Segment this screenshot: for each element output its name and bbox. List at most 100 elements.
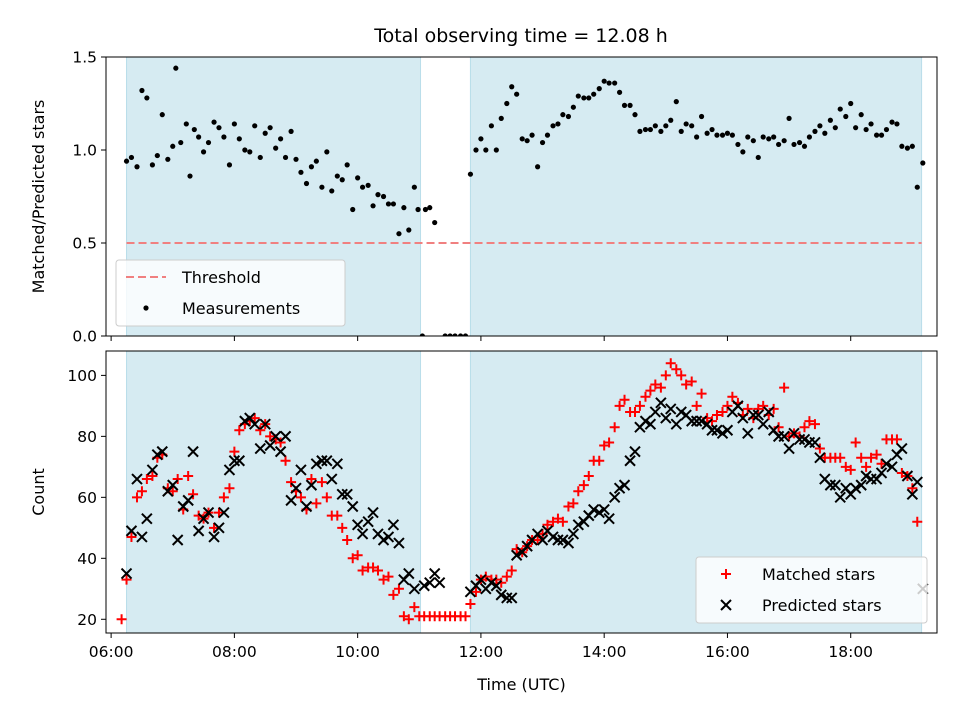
data-point xyxy=(698,113,705,120)
data-point xyxy=(557,534,569,546)
data-point xyxy=(536,534,549,546)
data-point xyxy=(779,382,790,393)
data-point xyxy=(218,506,230,519)
data-point xyxy=(267,125,273,131)
data-point xyxy=(596,86,602,92)
data-point xyxy=(858,112,864,118)
data-point xyxy=(442,333,448,336)
data-point xyxy=(745,134,751,140)
data-point xyxy=(514,91,520,97)
data-point xyxy=(282,154,289,161)
data-point xyxy=(604,437,615,448)
y-tick-label: 60 xyxy=(77,489,97,507)
data-point xyxy=(252,123,258,129)
data-point xyxy=(367,506,379,519)
data-point xyxy=(685,415,698,427)
data-point xyxy=(686,376,697,387)
y-tick: 0.5 xyxy=(72,235,106,253)
data-point xyxy=(711,410,722,421)
data-point xyxy=(694,134,700,140)
data-point xyxy=(768,403,779,414)
data-point xyxy=(544,132,551,138)
data-point xyxy=(311,498,322,509)
data-point xyxy=(128,154,135,161)
x-tick: 10:00 xyxy=(335,633,380,661)
data-point xyxy=(899,143,905,149)
data-point xyxy=(347,500,359,513)
data-point xyxy=(665,358,676,369)
data-point xyxy=(285,494,297,507)
data-point xyxy=(691,400,702,411)
y-tick: 0.0 xyxy=(72,328,106,346)
data-point xyxy=(583,470,594,481)
data-point xyxy=(356,528,369,540)
data-point xyxy=(187,445,199,458)
data-point xyxy=(418,580,430,592)
data-point xyxy=(213,522,225,534)
data-point xyxy=(351,519,364,531)
y-tick: 20 xyxy=(77,611,106,629)
legend-swatch xyxy=(720,599,732,611)
data-point xyxy=(814,443,825,454)
data-point xyxy=(120,567,133,580)
data-point xyxy=(587,503,600,516)
data-point xyxy=(565,113,572,120)
data-point xyxy=(509,84,515,90)
data-point xyxy=(121,574,132,585)
data-point xyxy=(618,479,631,491)
data-point xyxy=(428,567,441,580)
data-point xyxy=(912,516,923,527)
data-point xyxy=(178,139,184,146)
data-point xyxy=(139,87,145,94)
data-point xyxy=(264,439,276,452)
data-point xyxy=(799,422,810,433)
data-point xyxy=(278,136,284,142)
data-point xyxy=(529,132,535,138)
data-point xyxy=(339,177,345,183)
data-point xyxy=(616,89,623,95)
data-point xyxy=(171,534,184,546)
data-point xyxy=(365,182,371,188)
data-point xyxy=(863,126,869,133)
data-point xyxy=(224,483,235,494)
data-point xyxy=(832,125,838,131)
data-point xyxy=(229,446,240,457)
data-point xyxy=(660,412,672,424)
data-point xyxy=(750,138,756,144)
x-tick: 08:00 xyxy=(212,633,257,661)
data-point xyxy=(475,573,487,586)
data-point xyxy=(196,134,202,140)
data-point xyxy=(709,126,715,133)
data-point xyxy=(676,370,687,381)
data-point xyxy=(806,134,813,140)
data-point xyxy=(896,442,908,455)
data-point xyxy=(878,132,885,138)
panel-bottom: 20 40 60 80 100 06:00 08:00 10:00 12:00 14:00 16:0… xyxy=(29,350,938,694)
data-point xyxy=(901,470,914,482)
data-point xyxy=(172,474,183,485)
data-point xyxy=(719,132,726,138)
data-point xyxy=(269,430,282,443)
data-point xyxy=(336,488,348,500)
data-point xyxy=(478,136,484,142)
data-point xyxy=(213,507,224,518)
data-point xyxy=(519,136,525,142)
data-point xyxy=(660,370,671,381)
data-point xyxy=(470,586,481,597)
legend-label: Threshold xyxy=(181,268,261,287)
data-point xyxy=(742,403,753,414)
data-point xyxy=(205,139,212,146)
legend-label: Predicted stars xyxy=(762,596,882,615)
data-point xyxy=(773,422,784,433)
data-point xyxy=(202,506,215,519)
data-point xyxy=(755,154,761,161)
data-point xyxy=(388,589,399,600)
data-point xyxy=(216,125,222,131)
data-point xyxy=(249,418,261,430)
data-point xyxy=(771,134,777,140)
data-point xyxy=(257,154,263,161)
data-point xyxy=(149,162,156,168)
data-point xyxy=(493,147,499,153)
data-point xyxy=(408,583,421,595)
